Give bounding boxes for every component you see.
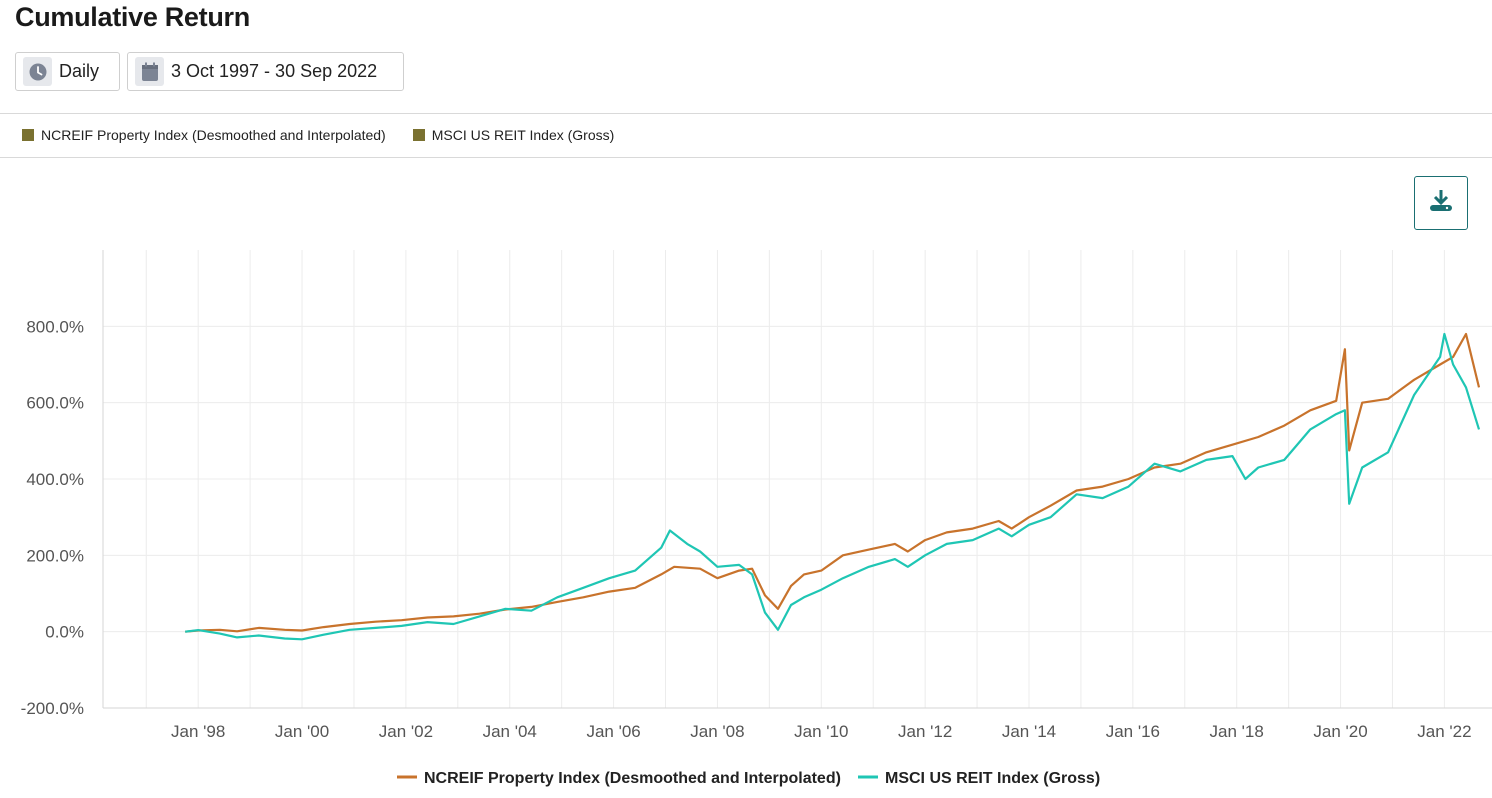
x-tick-label: Jan '18 xyxy=(1210,722,1264,741)
date-range-label: 3 Oct 1997 - 30 Sep 2022 xyxy=(171,61,378,81)
legend-label: NCREIF Property Index (Desmoothed and In… xyxy=(41,127,386,143)
y-tick-label: 600.0% xyxy=(26,394,84,413)
legend-swatch xyxy=(412,129,425,141)
legend-series-label: MSCI US REIT Index (Gross) xyxy=(885,770,1100,787)
chart-grid xyxy=(103,250,1492,709)
series-legend: NCREIF Property Index (Desmoothed and In… xyxy=(22,127,641,143)
x-tick-label: Jan '10 xyxy=(794,722,848,741)
x-tick-label: Jan '04 xyxy=(483,722,537,741)
x-tick-label: Jan '08 xyxy=(690,722,744,741)
x-tick-label: Jan '14 xyxy=(1002,722,1056,741)
legend-label: MSCI US REIT Index (Gross) xyxy=(431,127,615,143)
x-tick-label: Jan '00 xyxy=(275,722,329,741)
chart-legend-bottom: NCREIF Property Index (Desmoothed and In… xyxy=(397,770,1100,787)
legend-item-ncreif[interactable]: NCREIF Property Index (Desmoothed and In… xyxy=(22,127,386,143)
page-title: Cumulative Return xyxy=(15,2,250,32)
y-tick-label: -200.0% xyxy=(21,699,84,718)
frequency-selector[interactable]: Daily xyxy=(15,52,120,91)
x-tick-label: Jan '16 xyxy=(1106,722,1160,741)
legend-series-label: NCREIF Property Index (Desmoothed and In… xyxy=(424,770,841,787)
x-tick-label: Jan '20 xyxy=(1313,722,1367,741)
clock-icon xyxy=(23,57,52,86)
series-line-msci xyxy=(185,332,1481,641)
date-range-selector[interactable]: 3 Oct 1997 - 30 Sep 2022 xyxy=(127,52,404,91)
x-tick-label: Jan '98 xyxy=(171,722,225,741)
x-tick-label: Jan '02 xyxy=(379,722,433,741)
download-button[interactable] xyxy=(1414,176,1468,230)
x-tick-label: Jan '06 xyxy=(586,722,640,741)
series-line-ncreif xyxy=(185,332,1481,633)
calendar-icon xyxy=(135,57,164,86)
x-tick-label: Jan '12 xyxy=(898,722,952,741)
legend-swatch xyxy=(22,129,34,141)
frequency-label: Daily xyxy=(59,61,100,81)
chart-series xyxy=(185,332,1481,641)
y-tick-label: 0.0% xyxy=(45,623,84,642)
legend-item-msci[interactable]: MSCI US REIT Index (Gross) xyxy=(412,127,615,143)
x-axis: Jan '98 Jan '00 Jan '02 Jan '04 Jan '06 Jan '… xyxy=(103,707,1492,741)
y-tick-label: 400.0% xyxy=(26,470,84,489)
x-tick-label: Jan '22 xyxy=(1417,722,1471,741)
divider-top xyxy=(0,113,1492,114)
y-axis: -200.0% 0.0% 200.0% 400.0% 600.0% 800.0% xyxy=(21,250,104,718)
divider-legend xyxy=(0,157,1492,158)
y-tick-label: 200.0% xyxy=(26,546,84,565)
download-icon xyxy=(1428,188,1454,219)
y-tick-label: 800.0% xyxy=(26,317,84,336)
